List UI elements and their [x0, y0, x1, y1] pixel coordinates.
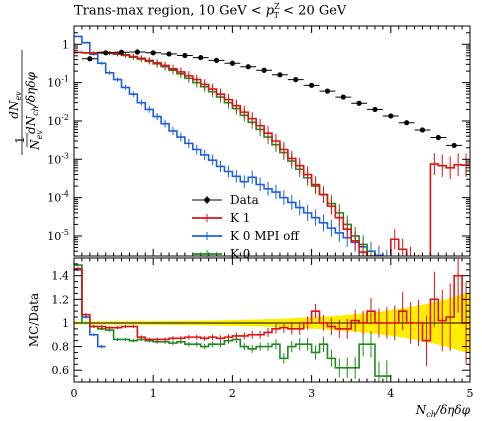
legend-label: K 1 — [230, 211, 250, 225]
legend-marker-point — [204, 197, 210, 203]
y-label-ratio-text: MC/Data — [27, 293, 41, 347]
data-point — [150, 50, 156, 56]
data-point — [356, 100, 362, 106]
data-point — [388, 113, 394, 119]
y-tick-label: 10-1 — [47, 75, 69, 90]
y-tick-label: 10-5 — [47, 228, 69, 243]
data-point — [451, 142, 457, 149]
data-point — [419, 127, 426, 133]
data-point — [134, 49, 140, 55]
x-axis-label: Nch/δηδφ — [415, 403, 471, 419]
ratio-y-tick-label: 0.8 — [52, 341, 70, 354]
data-point — [87, 56, 93, 62]
ratio-y-tick-label: 1.4 — [52, 270, 70, 283]
data-point — [229, 60, 235, 66]
series-k-1-ratio-line — [74, 267, 470, 342]
x-tick-label: 0 — [71, 387, 78, 400]
legend-label: K 0 — [230, 247, 250, 261]
ratio-y-tick-label: 1 — [62, 317, 69, 330]
series-k-0-mpi-off-line — [74, 35, 384, 256]
x-tick-label: 4 — [387, 387, 394, 400]
y-tick-label: 10-3 — [47, 151, 69, 166]
data-point — [277, 72, 283, 78]
data-point — [245, 64, 251, 70]
x-tick-label: 5 — [467, 387, 474, 400]
legend: Data K 1 K 0 MPI off K 0 — [192, 193, 300, 261]
y-label-denominator: dNch/δηδφ — [24, 71, 40, 134]
data-point — [340, 94, 346, 100]
data-point — [213, 57, 220, 63]
chart-title: Trans-max region, 10 GeV < pZT < 20 GeV — [74, 2, 347, 20]
y-tick-label: 10-2 — [47, 113, 69, 128]
main-panel-series — [74, 35, 470, 256]
data-point — [324, 88, 331, 94]
data-point — [166, 51, 172, 57]
x-tick-label: 3 — [308, 387, 315, 400]
y-axis-label-ratio: MC/Data — [27, 293, 41, 347]
ratio-panel-series — [74, 258, 470, 382]
data-point — [372, 106, 378, 113]
data-point — [182, 52, 188, 59]
legend-label: K 0 MPI off — [230, 229, 300, 243]
data-point — [118, 49, 125, 55]
ratio-y-tick-label: 1.2 — [52, 293, 70, 306]
x-tick-label: 2 — [229, 387, 236, 400]
data-point — [293, 76, 299, 83]
data-point — [435, 134, 441, 141]
data-point — [404, 120, 410, 126]
y-tick-label: 1 — [62, 38, 69, 51]
data-point — [309, 82, 315, 88]
legend-label: Data — [230, 193, 259, 207]
data-point — [198, 54, 204, 61]
x-tick-label: 1 — [150, 387, 157, 400]
y-label-prefactor: 1 — [13, 136, 27, 144]
data-point — [103, 50, 109, 56]
series-k-0-mpi-off-ratio-line — [74, 269, 106, 348]
data-point — [261, 67, 267, 73]
ratio-y-tick-label: 0.6 — [52, 364, 70, 377]
y-label-numerator: dNev — [7, 91, 23, 119]
series-k-1-line — [74, 51, 470, 256]
y-tick-label: 10-4 — [47, 190, 69, 205]
